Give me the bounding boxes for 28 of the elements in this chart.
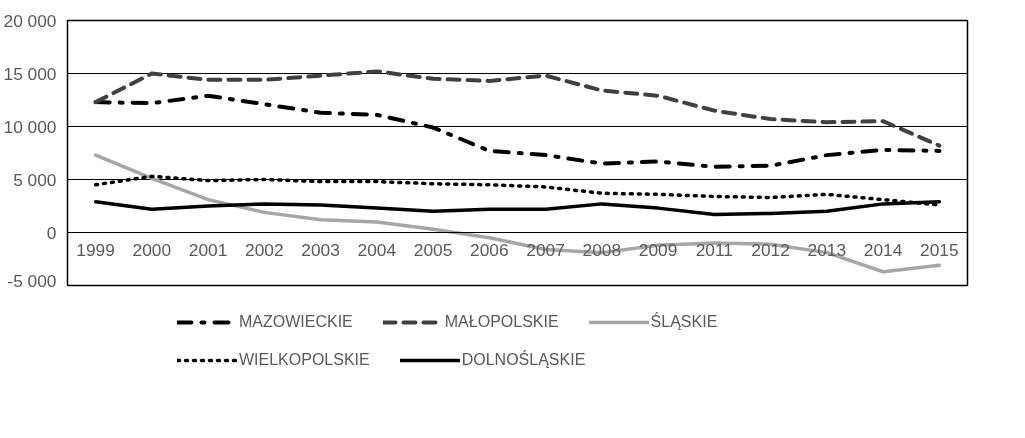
x-tick-label: 2005 — [413, 239, 453, 260]
line-series — [93, 69, 942, 148]
legend-label: MAZOWIECKIE — [239, 313, 353, 331]
x-tick-label: 1999 — [76, 239, 115, 260]
y-tick-label: 0 — [46, 222, 57, 243]
x-tick-label: 2009 — [638, 239, 678, 260]
y-tick-label: 5 000 — [13, 169, 57, 190]
y-tick-label: 20 000 — [3, 10, 57, 31]
x-tick-label: 2004 — [357, 239, 397, 260]
x-tick-label: 2014 — [863, 239, 903, 260]
x-tick-label: 2008 — [582, 239, 622, 260]
y-tick-label: 10 000 — [3, 116, 57, 137]
x-tick-label: 2003 — [301, 239, 340, 260]
x-tick-label: 2007 — [526, 239, 565, 260]
x-tick-label: 2013 — [807, 239, 847, 260]
x-tick-label: 2001 — [188, 239, 228, 260]
legend-label: MAŁOPOLSKIE — [444, 313, 559, 331]
x-tick-label: 2011 — [695, 239, 734, 260]
y-tick-label: -5 000 — [7, 270, 57, 291]
legend-label: DOLNOŚLĄSKIE — [461, 351, 586, 369]
x-tick-label: 2012 — [751, 239, 790, 260]
x-tick-label: 2006 — [470, 239, 509, 260]
legend-label: ŚLĄSKIE — [650, 313, 718, 331]
x-tick-label: 2015 — [920, 239, 959, 260]
y-tick-label: 15 000 — [3, 63, 57, 84]
x-tick-label: 2000 — [132, 239, 172, 260]
legend-label: WIELKOPOLSKIE — [239, 351, 370, 369]
x-tick-label: 2002 — [245, 239, 284, 260]
